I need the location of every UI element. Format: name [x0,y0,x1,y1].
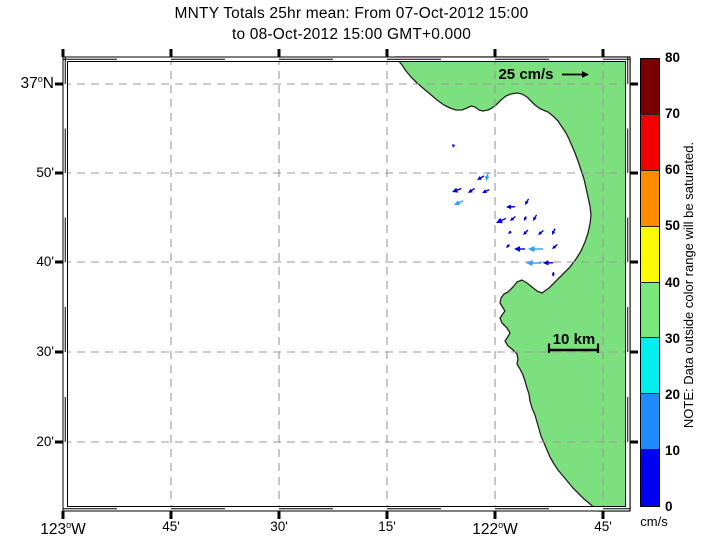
current-vector [523,216,528,221]
vector-head [482,189,487,194]
vector-head [523,217,528,221]
current-vector [451,144,456,148]
colorbar-tick-label: 80 [665,50,681,65]
figure-title-line1: MNTY Totals 25hr mean: From 07-Oct-2012 … [174,5,529,22]
current-vector [526,259,541,267]
current-vector [523,229,529,235]
longitude-label: 15' [378,519,396,534]
longitude-label: 45' [162,519,180,534]
current-vector [496,217,507,224]
distance-scale-bar [547,343,600,353]
current-vector [543,260,554,266]
current-vector [506,204,516,210]
vector-head [523,230,528,235]
current-vector [538,229,544,235]
vector-head [508,230,512,234]
colorbar-tick-label: 30 [665,330,681,346]
graticule-gridlines-overlay [63,57,630,511]
colorbar-segment [641,114,659,171]
vector-head [477,175,482,180]
current-vectors [451,144,558,277]
vector-head [514,246,521,252]
current-vector [525,198,530,205]
colorbar-segment [641,282,659,339]
current-vector [452,187,462,193]
vector-head [552,245,557,249]
longitude-label: 123oW [40,520,86,539]
vector-head [451,144,456,148]
frame-inner-line [67,61,626,507]
colorbar-segment [641,59,659,115]
vector-head [551,273,555,277]
current-vector [551,271,555,277]
colorbar-tick-label: 60 [665,162,681,178]
vector-head [528,245,535,253]
map-frame [55,49,638,519]
current-vector [454,200,464,206]
current-vector [551,228,556,235]
colorbar-segment [641,394,659,451]
vector-head [452,187,459,193]
vector-head [525,200,529,205]
longitude-label: 45' [594,519,612,534]
land-coastline [394,56,631,512]
distance-scale-label: 10 km [552,331,596,348]
current-vector [528,245,543,253]
latitude-label: 50' [36,165,54,180]
vector-head [533,216,537,221]
reference-arrow-head [582,71,589,78]
vector-head [506,244,510,248]
vector-head [510,217,515,221]
vector-head [454,200,461,206]
current-vector [468,187,475,193]
latitude-label: 30' [36,344,54,359]
frame-outer-line [62,56,631,512]
vector-head [496,217,503,224]
latitude-label: 37oN [20,74,54,93]
vector-head [551,230,556,235]
vector-head [468,188,473,193]
colorbar [640,58,660,507]
current-vector [510,215,516,221]
colorbar-note: NOTE: Data outside color range will be s… [681,141,696,429]
current-vector [484,172,490,181]
vector-scale-arrow [562,71,589,78]
vector-head [506,204,512,210]
vector-head [543,260,549,266]
colorbar-segment [641,170,659,227]
longitude-label: 122oW [472,520,518,539]
land-polygon [394,56,631,512]
colorbar-tick-label: 10 [665,442,681,458]
current-vector [514,246,525,252]
longitude-label: 30' [270,519,288,534]
current-vector [477,175,485,180]
current-vector [506,243,511,248]
latitude-label: 40' [36,254,54,269]
current-vector [508,230,512,234]
current-vector [552,243,558,249]
colorbar-tick-label: 50 [665,218,681,234]
colorbar-segment [641,226,659,283]
colorbar-tick-label: 20 [665,386,681,402]
colorbar-segment [641,450,659,506]
latitude-label: 20' [36,434,54,449]
vector-scale-label: 25 cm/s [498,66,554,83]
vector-head [538,231,543,235]
colorbar-tick-label: 40 [665,274,681,290]
vector-head [484,175,490,181]
colorbar-tick-label: 0 [665,499,673,514]
colorbar-unit-label: cm/s [640,514,668,529]
figure-title-line2: to 08-Oct-2012 15:00 GMT+0.000 [231,26,472,43]
colorbar-tick-label: 70 [665,106,681,122]
current-vector [482,188,490,194]
current-vector [533,214,538,221]
colorbar-segment [641,338,659,395]
vector-head [526,259,533,267]
